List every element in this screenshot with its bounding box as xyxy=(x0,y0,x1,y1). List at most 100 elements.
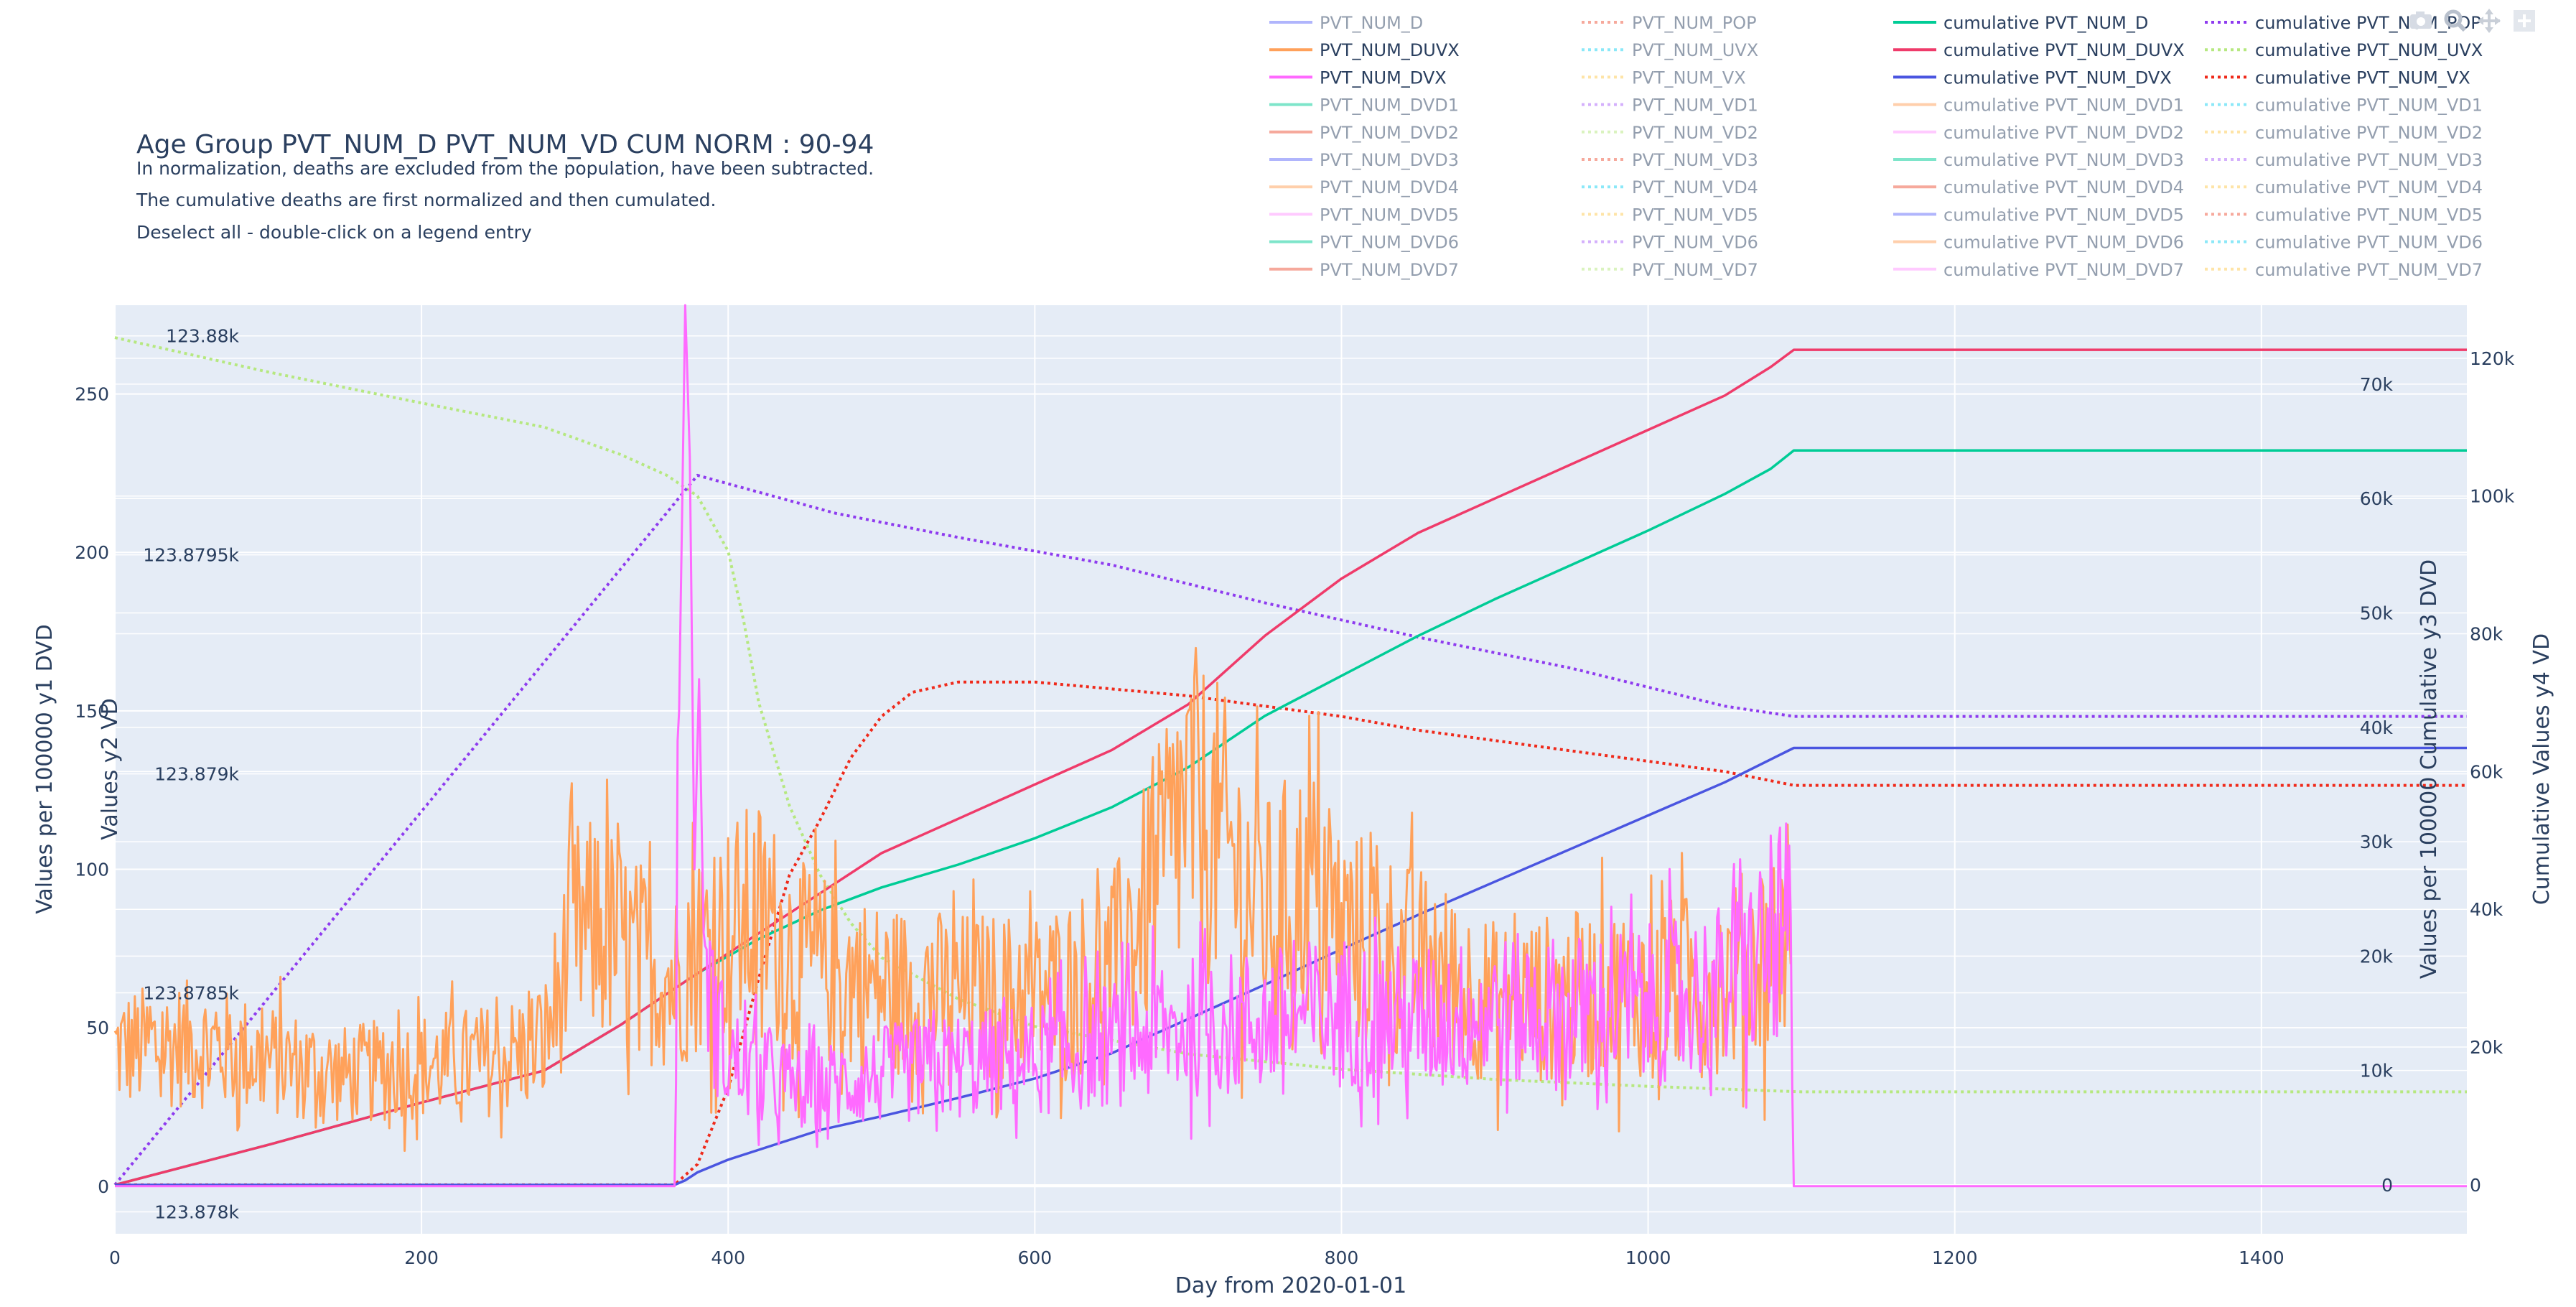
legend-label: cumulative PVT_NUM_VX xyxy=(2255,68,2470,88)
legend-label: cumulative PVT_NUM_DVD7 xyxy=(1943,260,2184,280)
legend-label: PVT_NUM_VD5 xyxy=(1632,205,1758,225)
legend-item-pvt-num-vx[interactable]: PVT_NUM_VX xyxy=(1582,68,1746,88)
series-layer xyxy=(113,304,2467,1188)
y1-tick-label: 0 xyxy=(98,1176,109,1197)
legend-label: PVT_NUM_D xyxy=(1320,13,1423,33)
x-tick-label: 200 xyxy=(404,1247,439,1268)
legend-item-cumulative-pvt-num-dvd5[interactable]: cumulative PVT_NUM_DVD5 xyxy=(1893,205,2184,225)
series-line-cumulative-pvt-num-pop[interactable] xyxy=(113,473,2467,1186)
autoscale-icon[interactable] xyxy=(2514,10,2535,32)
y2-tick-label: 123.878k xyxy=(154,1202,239,1223)
legend-item-cumulative-pvt-num-vd4[interactable]: cumulative PVT_NUM_VD4 xyxy=(2205,177,2483,197)
legend-item-pvt-num-uvx[interactable]: PVT_NUM_UVX xyxy=(1582,40,1758,60)
legend-item-pvt-num-dvd3[interactable]: PVT_NUM_DVD3 xyxy=(1269,150,1459,170)
legend-item-pvt-num-vd2[interactable]: PVT_NUM_VD2 xyxy=(1582,123,1758,143)
legend-item-cumulative-pvt-num-d[interactable]: cumulative PVT_NUM_D xyxy=(1893,13,2148,33)
y4-tick-label: 60k xyxy=(2470,761,2503,782)
legend-label: cumulative PVT_NUM_VD5 xyxy=(2255,205,2483,225)
y3-tick-label: 50k xyxy=(2360,603,2394,624)
camera-icon[interactable] xyxy=(2410,11,2432,29)
legend-label: cumulative PVT_NUM_D xyxy=(1943,13,2148,33)
series-line-pvt-num-dvx[interactable] xyxy=(115,304,2467,1188)
y3-tick-label: 30k xyxy=(2360,832,2394,852)
y3-tick-label: 60k xyxy=(2360,488,2394,509)
legend-label: cumulative PVT_NUM_POP xyxy=(2255,13,2481,33)
legend-item-cumulative-pvt-num-vd6[interactable]: cumulative PVT_NUM_VD6 xyxy=(2205,233,2483,253)
legend-item-pvt-num-vd6[interactable]: PVT_NUM_VD6 xyxy=(1582,233,1758,253)
legend-item-pvt-num-dvd7[interactable]: PVT_NUM_DVD7 xyxy=(1269,260,1459,280)
legend-item-cumulative-pvt-num-pop[interactable]: cumulative PVT_NUM_POP xyxy=(2205,13,2481,33)
x-tick-label: 0 xyxy=(109,1247,121,1268)
legend-item-cumulative-pvt-num-vd7[interactable]: cumulative PVT_NUM_VD7 xyxy=(2205,260,2483,280)
legend-label: PVT_NUM_POP xyxy=(1632,13,1757,33)
series-line-cumulative-pvt-num-duvx[interactable] xyxy=(114,348,2467,1186)
legend-label: cumulative PVT_NUM_VD3 xyxy=(2255,150,2483,170)
legend-item-cumulative-pvt-num-vd2[interactable]: cumulative PVT_NUM_VD2 xyxy=(2205,123,2483,143)
legend-item-pvt-num-vd5[interactable]: PVT_NUM_VD5 xyxy=(1582,205,1758,225)
legend-item-pvt-num-vd7[interactable]: PVT_NUM_VD7 xyxy=(1582,260,1758,280)
legend-item-cumulative-pvt-num-dvd4[interactable]: cumulative PVT_NUM_DVD4 xyxy=(1893,177,2184,197)
y4-tick-label: 40k xyxy=(2470,899,2503,920)
legend-label: cumulative PVT_NUM_DVD6 xyxy=(1943,233,2184,253)
legend-item-pvt-num-dvd4[interactable]: PVT_NUM_DVD4 xyxy=(1269,177,1459,197)
series-line-pvt-num-duvx[interactable] xyxy=(113,646,1792,1152)
legend-item-pvt-num-vd3[interactable]: PVT_NUM_VD3 xyxy=(1582,150,1758,170)
legend-label: cumulative PVT_NUM_DVD2 xyxy=(1943,123,2184,143)
legend-item-pvt-num-dvd5[interactable]: PVT_NUM_DVD5 xyxy=(1269,205,1459,225)
pan-icon[interactable] xyxy=(2478,9,2501,33)
y3-axis-title: Values per 100000 Cumulative y3 DVD xyxy=(2417,559,2442,979)
legend-item-pvt-num-vd4[interactable]: PVT_NUM_VD4 xyxy=(1582,177,1758,197)
legend-item-cumulative-pvt-num-dvd3[interactable]: cumulative PVT_NUM_DVD3 xyxy=(1893,150,2184,170)
y4-tick-label: 120k xyxy=(2470,348,2515,369)
chart-title: Age Group PVT_NUM_D PVT_NUM_VD CUM NORM … xyxy=(136,130,874,159)
y2-tick-label: 123.879k xyxy=(154,764,239,785)
legend-item-cumulative-pvt-num-dvx[interactable]: cumulative PVT_NUM_DVX xyxy=(1893,68,2172,88)
legend-label: PVT_NUM_VD4 xyxy=(1632,177,1758,197)
legend-item-cumulative-pvt-num-vd1[interactable]: cumulative PVT_NUM_VD1 xyxy=(2205,96,2483,116)
legend-label: PVT_NUM_DVD1 xyxy=(1320,96,1459,116)
legend-label: cumulative PVT_NUM_VD1 xyxy=(2255,96,2483,116)
legend-label: cumulative PVT_NUM_DVD4 xyxy=(1943,177,2184,197)
legend-item-pvt-num-dvd1[interactable]: PVT_NUM_DVD1 xyxy=(1269,96,1459,116)
series-line-cumulative-pvt-num-uvx[interactable] xyxy=(114,336,2467,1094)
legend-item-pvt-num-dvd2[interactable]: PVT_NUM_DVD2 xyxy=(1269,123,1459,143)
legend-item-cumulative-pvt-num-duvx[interactable]: cumulative PVT_NUM_DUVX xyxy=(1893,40,2185,60)
y1-tick-label: 50 xyxy=(86,1018,109,1038)
note-deselect: Deselect all - double-click on a legend … xyxy=(136,222,532,243)
modebar xyxy=(2410,9,2535,33)
series-line-cumulative-pvt-num-vx[interactable] xyxy=(115,680,2467,1186)
legend-item-cumulative-pvt-num-vd3[interactable]: cumulative PVT_NUM_VD3 xyxy=(2205,150,2483,170)
legend-item-pvt-num-pop[interactable]: PVT_NUM_POP xyxy=(1582,13,1757,33)
y2-tick-label: 123.8795k xyxy=(143,545,239,566)
legend-item-cumulative-pvt-num-dvd1[interactable]: cumulative PVT_NUM_DVD1 xyxy=(1893,96,2184,116)
legend-item-pvt-num-vd1[interactable]: PVT_NUM_VD1 xyxy=(1582,96,1758,116)
zoom-icon[interactable] xyxy=(2444,9,2467,32)
legend-label: PVT_NUM_DVX xyxy=(1320,68,1447,88)
legend-label: PVT_NUM_DVD4 xyxy=(1320,177,1459,197)
x-tick-label: 1200 xyxy=(1932,1247,1978,1268)
legend-item-pvt-num-dvd6[interactable]: PVT_NUM_DVD6 xyxy=(1269,233,1459,253)
legend-label: PVT_NUM_VD7 xyxy=(1632,260,1758,280)
legend-label: cumulative PVT_NUM_VD2 xyxy=(2255,123,2483,143)
y4-tick-label: 80k xyxy=(2470,624,2503,645)
legend-label: cumulative PVT_NUM_VD7 xyxy=(2255,260,2483,280)
legend-item-cumulative-pvt-num-dvd2[interactable]: cumulative PVT_NUM_DVD2 xyxy=(1893,123,2184,143)
y1-tick-label: 150 xyxy=(75,701,109,722)
legend-item-cumulative-pvt-num-vx[interactable]: cumulative PVT_NUM_VX xyxy=(2205,68,2470,88)
legend-item-cumulative-pvt-num-dvd7[interactable]: cumulative PVT_NUM_DVD7 xyxy=(1893,260,2184,280)
legend-label: cumulative PVT_NUM_UVX xyxy=(2255,40,2483,60)
x-tick-label: 400 xyxy=(711,1247,745,1268)
legend-item-pvt-num-duvx[interactable]: PVT_NUM_DUVX xyxy=(1269,40,1460,60)
legend-item-cumulative-pvt-num-uvx[interactable]: cumulative PVT_NUM_UVX xyxy=(2205,40,2483,60)
note-normalization: In normalization, deaths are excluded fr… xyxy=(136,158,874,179)
legend-item-pvt-num-dvx[interactable]: PVT_NUM_DVX xyxy=(1269,68,1447,88)
legend-item-cumulative-pvt-num-dvd6[interactable]: cumulative PVT_NUM_DVD6 xyxy=(1893,233,2184,253)
y2-tick-label: 123.8785k xyxy=(143,983,239,1004)
tick-labels: 0 200 400 600 800 1000 1200 1400 0 50 100 150 200 250… xyxy=(75,326,2514,1268)
legend-label: cumulative PVT_NUM_VD6 xyxy=(2255,233,2483,253)
y3-tick-label: 70k xyxy=(2360,374,2394,395)
legend-item-pvt-num-d[interactable]: PVT_NUM_D xyxy=(1269,13,1423,33)
x-tick-label: 800 xyxy=(1325,1247,1359,1268)
legend-item-cumulative-pvt-num-vd5[interactable]: cumulative PVT_NUM_VD5 xyxy=(2205,205,2483,225)
